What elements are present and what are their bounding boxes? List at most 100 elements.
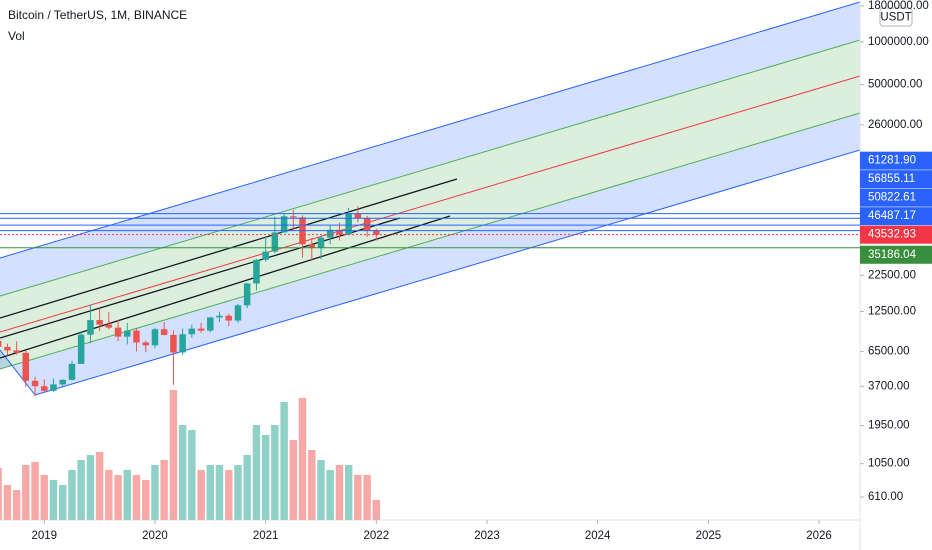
x-tick-label: 2026 (806, 530, 832, 542)
price-level-label: 46487.17 (868, 210, 916, 222)
chart-title: Bitcoin / TetherUS, 1M, BINANCE (8, 8, 187, 22)
volume-bar (151, 465, 159, 520)
candle-body (50, 384, 57, 391)
volume-bar (197, 470, 205, 520)
y-tick-label: 610.00 (868, 491, 903, 503)
volume-bar (0, 468, 2, 520)
volume-bar (40, 475, 48, 520)
x-tick-label: 2024 (585, 530, 611, 542)
volume-bar (68, 470, 76, 520)
y-tick-label: 1800000.00 (868, 0, 929, 12)
volume-bar (86, 455, 95, 520)
price-level-box (860, 225, 932, 244)
candle-body (225, 315, 233, 321)
x-tick-label: 2023 (474, 530, 500, 542)
pitchfork (0, 1, 860, 396)
x-tick-label: 2019 (31, 530, 57, 542)
candle-body (363, 218, 371, 232)
plot (0, 206, 381, 520)
volume-bar (188, 430, 196, 520)
volume-bar (243, 455, 251, 520)
candle-body (336, 229, 343, 235)
volume-bar (132, 475, 141, 520)
y-tick-label: 260000.00 (868, 119, 922, 131)
currency-label[interactable]: USDT (880, 12, 911, 24)
volume-bar (3, 485, 12, 520)
volume-bar (169, 390, 178, 520)
candle-body (59, 379, 67, 385)
x-tick-label: 2020 (142, 530, 168, 542)
volume-bar (317, 460, 325, 520)
candle-body (317, 237, 325, 249)
candle-body (124, 330, 131, 337)
candle-body (77, 334, 85, 364)
candle-body (234, 305, 242, 321)
volume-bar (225, 470, 233, 520)
volume-bar (289, 440, 298, 520)
candle-body (151, 329, 159, 346)
volume-bar (215, 465, 224, 520)
volume-bar (114, 475, 122, 520)
volume-bar (271, 425, 279, 520)
candle-body (243, 283, 251, 306)
candle-body (114, 327, 122, 337)
volume-bar (280, 402, 288, 520)
candle-body (207, 317, 214, 331)
currency-button[interactable] (879, 7, 913, 27)
y-tick-label: 1950.00 (868, 420, 910, 432)
y-tick-label: 1050.00 (868, 458, 910, 470)
candle-body (142, 342, 150, 346)
candle-body (188, 328, 196, 335)
price-level-label: 50822.61 (868, 192, 916, 204)
volume-bar (308, 450, 316, 520)
candle-body (22, 352, 30, 381)
candle-body (197, 328, 205, 331)
candle-body (41, 386, 48, 391)
candle-body (345, 213, 352, 235)
volume-bar (206, 465, 215, 520)
volume-bar (22, 465, 30, 520)
candle-body (87, 320, 94, 335)
candle-body (271, 232, 279, 252)
volume-bar (77, 460, 85, 520)
volume-bar (234, 465, 242, 520)
y-tick-label: 3700.00 (868, 380, 910, 392)
volume-bar (12, 490, 21, 520)
candle-body (160, 329, 168, 335)
volume-bar (354, 475, 362, 520)
y-tick-label: 500000.00 (868, 79, 922, 91)
y-tick-label: 12500.00 (868, 305, 916, 317)
candle-body (68, 363, 76, 380)
volume-bar (335, 465, 344, 520)
price-level-label: 35186.04 (868, 249, 917, 261)
candle-body (31, 380, 39, 387)
x-tick-label: 2025 (696, 530, 722, 542)
candle-body (4, 346, 11, 351)
volume-bar (252, 425, 261, 520)
candle-body (280, 216, 288, 233)
volume-bar (344, 465, 353, 520)
volume-bar (326, 470, 334, 520)
candle-body (354, 213, 362, 219)
volume-bar (261, 435, 270, 520)
volume-bar (31, 462, 39, 520)
volume-bar (95, 452, 104, 520)
price-level-box (860, 245, 932, 264)
candle-body (105, 324, 113, 328)
volume-bar (59, 485, 67, 520)
volume-bar (363, 475, 371, 520)
volume-bar (123, 470, 132, 520)
volume-bar (178, 425, 187, 520)
candle-body (326, 229, 334, 238)
price-level-box (860, 188, 932, 207)
candle-body (373, 231, 380, 235)
price-level-label: 43532.93 (868, 229, 916, 241)
candle-body (253, 259, 260, 284)
volume-bar (298, 398, 307, 520)
candle-body (179, 334, 186, 353)
x-tick-label: 2022 (364, 530, 390, 542)
price-level-box (860, 207, 932, 226)
candle-body (290, 216, 297, 218)
price-level-label: 61281.90 (868, 155, 916, 167)
y-tick-label: 6500.00 (868, 346, 910, 358)
